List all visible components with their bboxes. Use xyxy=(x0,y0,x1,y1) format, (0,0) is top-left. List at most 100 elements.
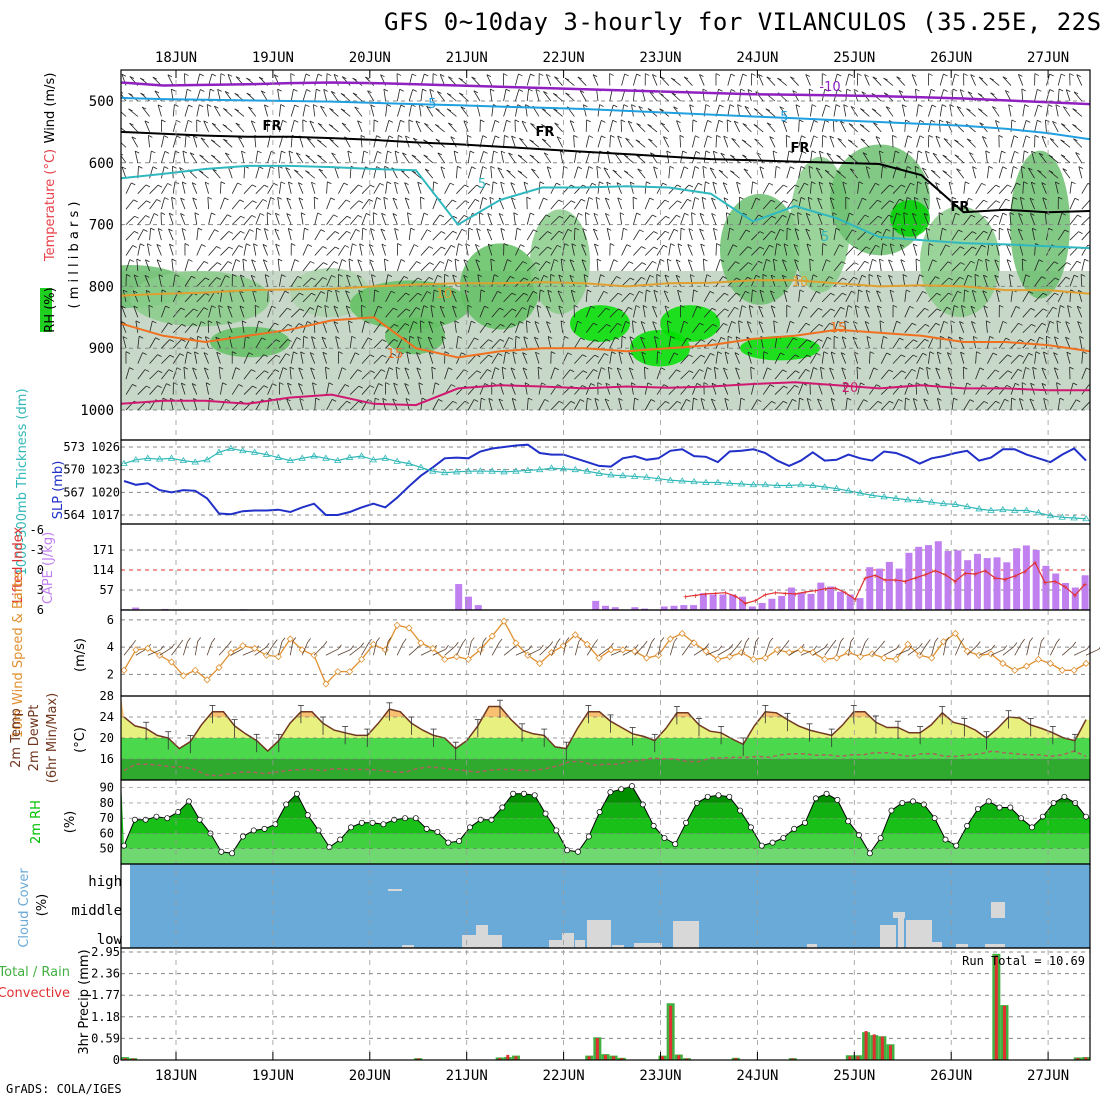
upper-wind-barb xyxy=(762,245,770,256)
upper-wind-barb-flag xyxy=(913,354,918,358)
upper-wind-barb-flag xyxy=(241,150,246,154)
upper-wind-barb xyxy=(829,367,835,380)
upper-wind-barb-flag xyxy=(223,138,228,142)
upper-wind-barb-flag xyxy=(376,135,381,139)
upper-wind-barb xyxy=(121,305,127,318)
upper-wind-barb-flag xyxy=(960,351,965,355)
upper-wind-barb-flag xyxy=(994,214,999,218)
upper-wind-barb-flag xyxy=(158,370,163,374)
upper-wind-barb xyxy=(161,354,171,364)
upper-wind-barb xyxy=(408,244,415,256)
upper-wind-barb-flag xyxy=(588,166,593,169)
upper-wind-barb-flag xyxy=(398,135,403,138)
wind-barb-flag xyxy=(292,637,297,642)
upper-wind-barb xyxy=(896,76,906,86)
wind-barb xyxy=(361,642,369,656)
upper-wind-barb xyxy=(149,213,155,225)
upper-wind-barb-flag xyxy=(942,104,947,107)
upper-wind-barb xyxy=(338,384,346,395)
wind-speed-marker xyxy=(738,648,746,657)
upper-wind-barb-flag xyxy=(383,88,389,92)
upper-wind-barb-flag xyxy=(326,73,332,76)
upper-wind-barb-flag xyxy=(395,366,401,370)
upper-wind-barb xyxy=(786,321,791,333)
upper-wind-barb-flag xyxy=(1082,351,1087,355)
cloud-low-block xyxy=(898,915,904,948)
upper-wind-barb-flag xyxy=(1011,119,1017,123)
li-tick-label: -6 xyxy=(30,523,44,537)
upper-wind-barb-flag xyxy=(637,168,642,172)
upper-wind-barb-flag xyxy=(134,215,139,219)
upper-wind-barb xyxy=(666,258,670,272)
upper-wind-barb xyxy=(880,228,887,241)
upper-wind-barb-flag xyxy=(618,308,623,312)
upper-wind-barb xyxy=(479,383,486,395)
rh-marker xyxy=(704,793,711,800)
upper-wind-barb-flag xyxy=(525,104,530,107)
upper-wind-barb-flag xyxy=(520,244,525,247)
upper-wind-barb xyxy=(664,305,670,318)
upper-wind-barb xyxy=(879,150,882,163)
upper-wind-barb-flag xyxy=(896,212,901,216)
upper-wind-barb-flag xyxy=(676,184,682,188)
upper-wind-barb-flag xyxy=(888,259,893,263)
upper-wind-barb xyxy=(1006,228,1012,241)
cape-bar xyxy=(464,596,472,610)
upper-wind-barb-flag xyxy=(403,275,409,279)
upper-wind-barb xyxy=(384,258,386,271)
upper-wind-barb xyxy=(806,243,811,256)
upper-wind-barb xyxy=(385,104,388,117)
upper-wind-barb xyxy=(644,382,649,395)
upper-wind-barb-flag xyxy=(890,243,895,247)
upper-wind-barb-flag xyxy=(644,366,649,370)
upper-wind-barb xyxy=(702,89,705,102)
precip-tick-label: 2.95 xyxy=(91,945,120,959)
upper-wind-barb-flag xyxy=(476,184,481,188)
upper-wind-barb xyxy=(430,305,434,318)
upper-wind-barb xyxy=(243,352,250,364)
upper-wind-barb-flag xyxy=(601,120,606,123)
upper-wind-barb-flag xyxy=(386,104,392,107)
upper-wind-barb xyxy=(931,169,941,179)
wind-barb xyxy=(919,643,928,656)
upper-wind-barb-flag xyxy=(794,184,800,188)
upper-wind-barb-flag xyxy=(306,89,311,92)
upper-wind-barb xyxy=(400,169,410,179)
upper-wind-barb xyxy=(1057,89,1060,102)
upper-wind-barb-flag xyxy=(274,74,279,78)
upper-wind-barb-flag xyxy=(662,182,667,186)
upper-wind-barb xyxy=(1020,166,1024,179)
upper-wind-barb-flag xyxy=(840,120,845,124)
upper-wind-barb xyxy=(298,197,304,210)
upper-wind-barb xyxy=(715,292,725,303)
wind-speed-marker xyxy=(417,639,425,647)
upper-wind-barb-flag xyxy=(494,367,500,370)
pressure-tick-label: 500 xyxy=(89,94,114,110)
upper-wind-barb xyxy=(1045,119,1047,132)
date-label-top: 27JUN xyxy=(1027,50,1069,66)
upper-wind-barb xyxy=(180,382,186,395)
upper-wind-barb-flag xyxy=(702,88,708,92)
wind-barb-flag xyxy=(187,637,191,643)
upper-wind-barb-flag xyxy=(153,213,159,216)
upper-wind-barb-flag xyxy=(557,290,563,294)
upper-wind-barb xyxy=(424,168,434,179)
upper-wind-barb-flag xyxy=(328,382,334,386)
upper-wind-barb xyxy=(857,197,863,210)
upper-wind-barb-flag xyxy=(771,305,776,309)
cloud-mid-block xyxy=(893,912,905,918)
upper-wind-barb-flag xyxy=(1090,216,1094,218)
upper-wind-barb-flag xyxy=(769,244,774,248)
upper-wind-barb-flag xyxy=(232,351,237,355)
wind-speed-marker xyxy=(536,659,544,668)
upper-wind-barb xyxy=(987,214,996,225)
upper-wind-barb xyxy=(628,352,634,364)
upper-wind-barb xyxy=(623,170,634,179)
upper-wind-barb-flag xyxy=(547,166,552,170)
cloud-low-block xyxy=(930,942,942,948)
upper-wind-barb-flag xyxy=(606,181,611,185)
upper-wind-barb-flag xyxy=(1025,274,1030,278)
upper-wind-barb-flag xyxy=(612,119,617,123)
upper-wind-barb xyxy=(149,354,158,364)
thickness-marker xyxy=(666,476,675,483)
